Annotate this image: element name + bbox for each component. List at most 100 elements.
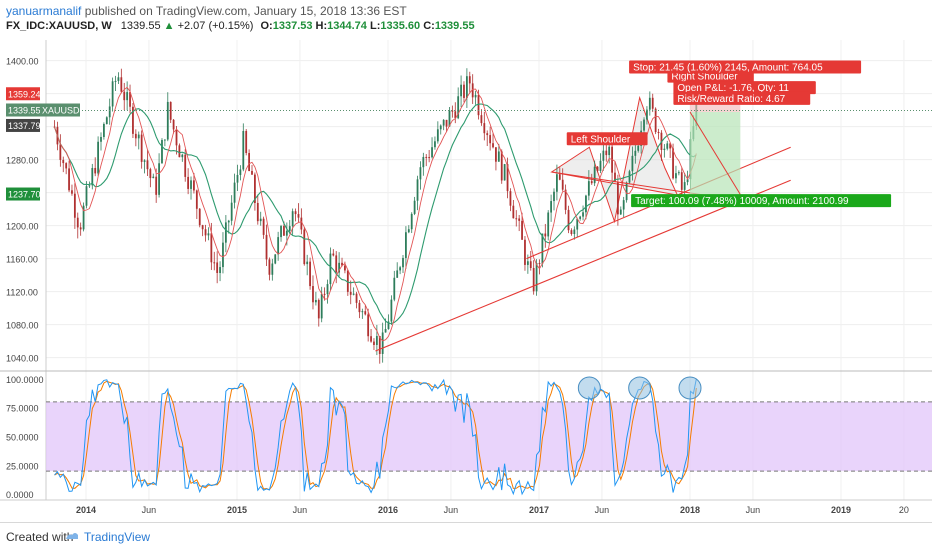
candle-body bbox=[666, 143, 669, 149]
candle-body bbox=[271, 263, 274, 275]
candle-body bbox=[663, 148, 666, 150]
candle-body bbox=[187, 176, 190, 189]
candle-body bbox=[651, 97, 654, 109]
time-axis-tick: 20 bbox=[899, 505, 909, 515]
annotation-bg bbox=[673, 91, 811, 105]
candle-body bbox=[416, 179, 419, 201]
candle-body bbox=[248, 153, 250, 171]
candle-body bbox=[280, 226, 282, 238]
candle-body bbox=[532, 267, 535, 292]
candle-body bbox=[405, 232, 407, 258]
candle-body bbox=[277, 237, 280, 255]
tradingview-brand-link[interactable]: TradingView bbox=[84, 530, 151, 544]
candle-body bbox=[492, 143, 494, 148]
candle-body bbox=[134, 133, 137, 139]
price-axis-label-bg bbox=[6, 103, 40, 117]
stoch-band bbox=[46, 401, 932, 472]
candle-body bbox=[518, 218, 521, 221]
candle-body bbox=[320, 293, 323, 319]
symbol-label[interactable]: FX_IDC:XAUUSD, W bbox=[6, 20, 112, 32]
candle-body bbox=[431, 147, 433, 158]
candle-body bbox=[195, 190, 198, 209]
candle-body bbox=[358, 302, 361, 313]
high-label: H: bbox=[315, 20, 328, 32]
candle-body bbox=[657, 132, 660, 134]
candle-body bbox=[137, 134, 140, 139]
price-axis-label: 1359.24 bbox=[8, 89, 41, 99]
candle-body bbox=[465, 76, 468, 98]
candle-body bbox=[123, 91, 126, 101]
candle-body bbox=[535, 263, 538, 292]
candle-body bbox=[468, 76, 471, 84]
candle-body bbox=[245, 130, 248, 154]
candle-body bbox=[526, 261, 529, 265]
candle-body bbox=[323, 293, 326, 295]
candle-body bbox=[393, 277, 396, 300]
candle-body bbox=[149, 169, 152, 179]
candle-body bbox=[88, 185, 91, 187]
candle-body bbox=[637, 145, 640, 151]
price-axis-label: 1339.55 bbox=[8, 105, 41, 115]
candle-body bbox=[117, 77, 120, 81]
annotation-label: Open P&L: -1.76, Qty: 11 bbox=[677, 83, 789, 94]
candle-body bbox=[94, 167, 97, 174]
open-label: O: bbox=[260, 20, 273, 32]
candle-body bbox=[82, 205, 85, 230]
candle-body bbox=[573, 229, 576, 235]
candle-body bbox=[463, 84, 465, 98]
candle-body bbox=[146, 160, 149, 170]
candle-body bbox=[489, 135, 492, 144]
candle-body bbox=[367, 314, 370, 337]
candle-body bbox=[483, 123, 486, 134]
candle-body bbox=[201, 225, 204, 230]
candle-body bbox=[352, 293, 355, 295]
close-value: 1339.55 bbox=[434, 20, 475, 32]
candle-body bbox=[497, 151, 500, 162]
annotation-label: Target: 100.09 (7.48%) 10009, Amount: 21… bbox=[635, 196, 849, 207]
time-axis-tick: 2014 bbox=[76, 505, 96, 515]
candle-body bbox=[425, 156, 428, 158]
candle-body bbox=[422, 156, 425, 168]
candle-body bbox=[108, 106, 111, 118]
candle-body bbox=[230, 202, 233, 221]
up-arrow-icon: ▲ bbox=[163, 20, 175, 32]
time-axis-tick: Jun bbox=[595, 505, 610, 515]
candle-body bbox=[500, 151, 503, 181]
candle-body bbox=[515, 218, 518, 220]
candle-body bbox=[236, 174, 239, 183]
candle-body bbox=[341, 262, 343, 266]
time-axis-tick: 2019 bbox=[831, 505, 851, 515]
footer-bar: Created with TradingView bbox=[0, 522, 932, 551]
candle-body bbox=[100, 136, 102, 142]
candle-body bbox=[396, 270, 399, 278]
candle-body bbox=[198, 208, 201, 226]
candle-body bbox=[268, 259, 271, 275]
candle-body bbox=[204, 229, 207, 236]
candle-body bbox=[355, 293, 358, 303]
candle-body bbox=[111, 81, 114, 107]
candle-body bbox=[65, 163, 68, 169]
candle-body bbox=[439, 125, 442, 130]
price-axis-tick: 1120.00 bbox=[6, 288, 38, 298]
candle-body bbox=[445, 119, 448, 127]
ma-fast-line bbox=[54, 86, 697, 342]
author-link[interactable]: yanuarmanalif bbox=[6, 4, 82, 18]
annotation-bg bbox=[629, 60, 862, 74]
price-axis-tick: 1040.00 bbox=[6, 354, 39, 364]
time-axis-tick: Jun bbox=[746, 505, 761, 515]
candle-body bbox=[576, 218, 579, 230]
candle-body bbox=[590, 181, 593, 184]
candle-body bbox=[73, 193, 76, 218]
trendline bbox=[551, 171, 716, 198]
candle-body bbox=[85, 186, 88, 206]
candle-body bbox=[434, 141, 436, 148]
candle-body bbox=[105, 117, 108, 125]
candle-body bbox=[361, 311, 364, 313]
candle-body bbox=[303, 229, 306, 265]
close-label: C: bbox=[423, 20, 435, 32]
candle-body bbox=[544, 233, 547, 237]
candle-body bbox=[256, 202, 259, 222]
candle-body bbox=[614, 172, 616, 183]
price-chart[interactable]: 1400.001360.001320.001280.001240.001200.… bbox=[0, 0, 932, 522]
candle-body bbox=[291, 211, 294, 227]
